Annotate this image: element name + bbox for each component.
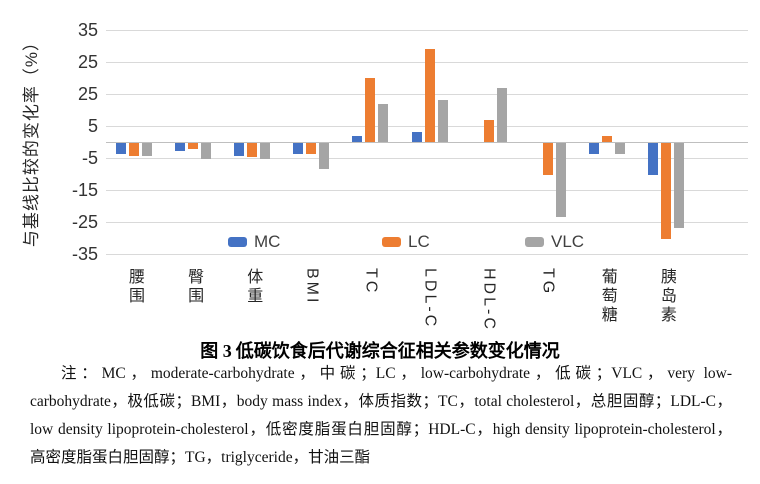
figure-title: 低碳饮食后代谢综合征相关参数变化情况 [235,341,560,361]
bar-vlc-BMI [319,143,330,169]
bar-lc-腰围 [129,143,139,156]
legend-item-vlc: VLC [525,232,584,252]
x-axis-label-臀围: 臀围 [185,268,203,306]
x-axis-label-HDL-C: HDL-C [480,268,498,332]
gridline--15 [106,190,748,191]
bar-vlc-臀围 [201,143,212,159]
gridline-35 [106,30,748,31]
y-tick-label: 25 [77,84,98,104]
bar-vlc-腰围 [142,143,152,156]
y-tick-label: -25 [71,212,98,232]
bar-vlc-LDL-C [437,100,448,142]
bar-vlc-TC [378,103,389,142]
bar-lc-TG [542,143,553,175]
legend-swatch-vlc [525,237,544,247]
x-axis-label-TG: TG [539,268,557,297]
x-axis-label-葡萄糖: 葡萄糖 [598,268,616,325]
y-tick-label: 25 [77,52,98,72]
legend-label-vlc: VLC [551,232,585,251]
x-axis-label-胰岛素: 胰岛素 [657,268,675,325]
legend-swatch-mc [228,237,247,247]
bar-vlc-胰岛素 [673,143,684,228]
gridline--5 [106,158,748,159]
bar-mc-葡萄糖 [588,143,599,155]
x-axis-label-BMI: BMI [303,268,321,306]
y-tick-label: 35 [77,20,98,40]
figure-notes: 注：MC，moderate-carbohydrate，中碳；LC，low-car… [30,365,732,466]
y-tick-label: 5 [87,116,98,136]
bar-lc-体重 [247,143,258,158]
bar-mc-LDL-C [411,132,422,142]
bar-mc-TC [352,135,363,142]
bar-lc-HDL-C [483,119,494,142]
legend-swatch-lc [382,237,401,247]
gridline--25 [106,222,748,223]
bar-mc-胰岛素 [647,143,658,175]
x-axis-label-体重: 体重 [244,268,262,306]
bar-vlc-TG [555,143,566,217]
bar-vlc-葡萄糖 [614,143,625,155]
bar-mc-臀围 [175,143,186,151]
bar-mc-BMI [293,143,304,155]
bar-mc-体重 [234,143,245,156]
bar-vlc-体重 [260,143,271,159]
legend-label-lc: LC [408,232,430,251]
bar-vlc-HDL-C [496,87,507,142]
bar-lc-BMI [306,143,317,155]
y-tick-label: -5 [81,148,98,168]
bar-lc-葡萄糖 [601,135,612,142]
y-tick-label: -15 [71,180,98,200]
bar-lc-LDL-C [424,49,435,142]
legend-item-lc: LC [382,232,430,252]
bar-mc-腰围 [116,143,126,155]
x-axis-label-LDL-C: LDL-C [421,268,439,330]
y-tick-label: -35 [71,244,98,264]
x-axis-label-腰围: 腰围 [126,268,143,306]
bar-lc-臀围 [188,143,199,150]
figure-number: 图 3 [200,341,232,361]
bar-lc-TC [365,78,376,142]
x-axis-label-TC: TC [362,268,380,296]
figure-caption: 图 3 低碳饮食后代谢综合征相关参数变化情况 [0,337,760,363]
y-axis-title: 与基线比较的变化率（%） [22,32,41,248]
bar-lc-胰岛素 [660,143,671,239]
legend-label-mc: MC [254,232,281,251]
gridline--35 [106,254,748,255]
legend-item-mc: MC [228,232,280,252]
plot-area: 35 25 25 5 -5 -15 -25 -35 腰围 臀围 体重 BMI TC LDL-C HDL-C T… [72,21,748,332]
x-axis-line [106,142,748,143]
